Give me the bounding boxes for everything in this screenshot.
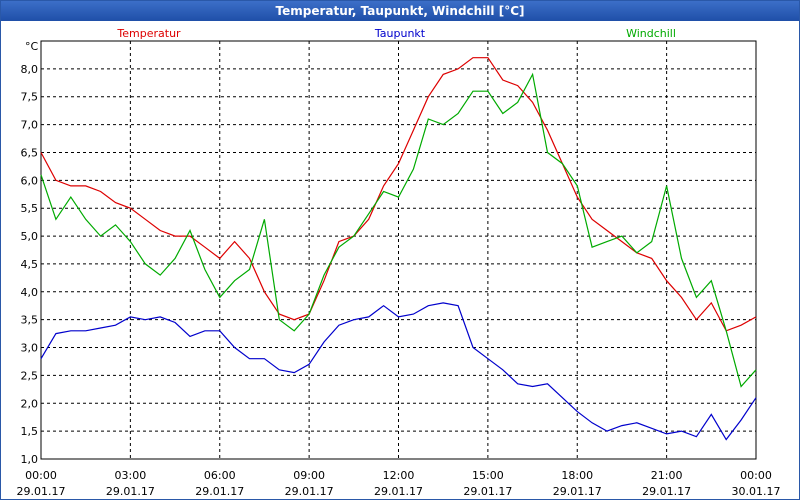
y-tick-label: 6,5: [21, 146, 39, 159]
y-tick-label: 3,5: [21, 314, 39, 327]
x-tick-date-label: 29.01.17: [463, 485, 512, 498]
x-tick-time-label: 18:00: [561, 469, 593, 482]
y-tick-label: 7,0: [21, 119, 39, 132]
y-tick-label: 1,0: [21, 453, 39, 466]
x-tick-date-label: 29.01.17: [642, 485, 691, 498]
y-tick-label: 4,5: [21, 258, 39, 271]
y-tick-label: 7,5: [21, 91, 39, 104]
taupunkt-series-line: [40, 302, 757, 441]
windchill-legend-label: Windchill: [626, 27, 676, 40]
x-tick-date-label: 29.01.17: [553, 485, 602, 498]
y-tick-label: 6,0: [21, 174, 39, 187]
y-tick-label: 2,0: [21, 397, 39, 410]
x-tick-date-label: 29.01.17: [374, 485, 423, 498]
y-tick-label: 4,0: [21, 286, 39, 299]
x-tick-date-label: 29.01.17: [195, 485, 244, 498]
y-tick-label: 5,0: [21, 230, 39, 243]
windchill-series-line: [40, 72, 757, 388]
x-tick-time-label: 21:00: [651, 469, 683, 482]
y-tick-label: 8,0: [21, 63, 39, 76]
x-tick-time-label: 15:00: [472, 469, 504, 482]
chart-title: Temperatur, Taupunkt, Windchill [°C]: [1, 1, 799, 21]
x-tick-date-label: 30.01.17: [732, 485, 781, 498]
y-tick-label: 2,5: [21, 369, 39, 382]
x-tick-time-label: 06:00: [204, 469, 236, 482]
x-tick-time-label: 12:00: [383, 469, 415, 482]
x-tick-time-label: 03:00: [115, 469, 147, 482]
x-tick-time-label: 00:00: [25, 469, 57, 482]
taupunkt-legend-label: Taupunkt: [374, 27, 426, 40]
temperatur-legend-label: Temperatur: [116, 27, 181, 40]
x-tick-time-label: 09:00: [293, 469, 325, 482]
x-tick-time-label: 00:00: [740, 469, 772, 482]
y-tick-label: 1,5: [21, 425, 39, 438]
x-tick-date-label: 29.01.17: [285, 485, 334, 498]
y-tick-label: 5,5: [21, 202, 39, 215]
x-tick-date-label: 29.01.17: [17, 485, 66, 498]
y-tick-label: 3,0: [21, 342, 39, 355]
x-tick-date-label: 29.01.17: [106, 485, 155, 498]
y-axis-unit-label: °C: [25, 40, 39, 53]
